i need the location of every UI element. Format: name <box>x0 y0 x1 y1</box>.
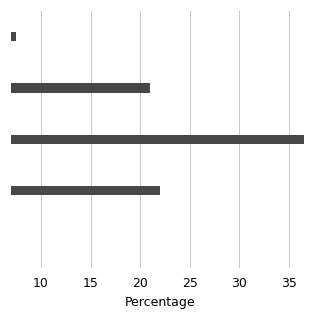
Bar <box>0 84 150 93</box>
Bar <box>0 32 16 41</box>
Bar <box>0 186 160 195</box>
X-axis label: Percentage: Percentage <box>125 296 195 309</box>
Bar <box>0 135 304 144</box>
